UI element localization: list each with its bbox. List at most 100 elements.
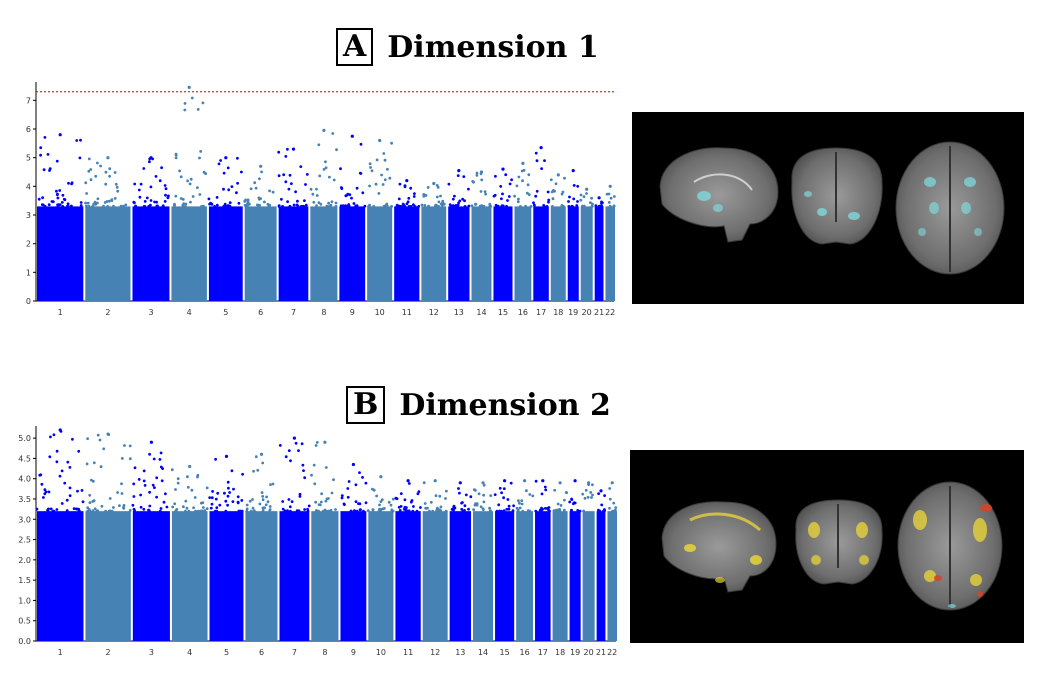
- snp-point: [388, 176, 392, 180]
- chromosome-21-points: [596, 489, 606, 641]
- snp-point: [46, 509, 50, 513]
- snp-point: [164, 187, 168, 191]
- snp-point: [56, 204, 60, 208]
- snp-point: [334, 205, 338, 208]
- snp-point: [93, 200, 97, 204]
- snp-point: [139, 505, 143, 509]
- snp-point: [277, 205, 281, 208]
- snp-point: [382, 507, 386, 510]
- snp-point: [296, 199, 299, 203]
- snp-point: [439, 509, 442, 513]
- chromosome-19-points: [567, 169, 580, 301]
- snp-point: [389, 503, 393, 507]
- snp-point: [113, 197, 117, 200]
- chromosome-label: 11: [402, 308, 412, 317]
- snp-point: [86, 201, 90, 205]
- snp-point: [222, 171, 226, 175]
- snp-point: [540, 506, 543, 510]
- peak-point: [187, 85, 191, 89]
- snp-point: [148, 160, 151, 164]
- snp-point: [244, 198, 248, 202]
- snp-point: [570, 497, 573, 501]
- snp-point: [372, 488, 376, 492]
- snp-point: [302, 469, 305, 472]
- snp-point: [544, 488, 548, 492]
- peak-point: [405, 179, 409, 183]
- snp-point: [245, 507, 249, 511]
- chromosome-5-points: [207, 156, 243, 301]
- snp-point: [283, 509, 287, 513]
- snp-point: [158, 458, 162, 461]
- snp-point: [298, 492, 302, 496]
- snp-point: [444, 497, 447, 500]
- peak-point: [501, 167, 505, 171]
- snp-point: [315, 204, 318, 207]
- snp-point: [413, 192, 416, 195]
- snp-point: [160, 479, 164, 483]
- snp-point: [159, 465, 163, 469]
- snp-point: [266, 202, 270, 206]
- chromosome-band: [85, 511, 131, 641]
- snp-point: [91, 500, 95, 503]
- snp-point: [213, 205, 217, 208]
- snp-point: [112, 204, 115, 208]
- snp-point: [551, 205, 554, 208]
- snp-point: [280, 197, 283, 201]
- snp-point: [591, 483, 594, 487]
- snp-point: [603, 509, 606, 513]
- snp-point: [96, 161, 99, 165]
- snp-point: [264, 503, 268, 507]
- chromosome-15-points: [493, 479, 515, 641]
- chromosome-19-points: [568, 479, 582, 641]
- y-tick-label: 5.0: [18, 434, 31, 443]
- snp-point: [132, 507, 136, 511]
- panel-a-letter: A: [336, 28, 374, 66]
- snp-point: [76, 489, 79, 493]
- peak-point: [351, 462, 355, 467]
- manhattan-svg-b: 0.00.51.01.52.02.53.03.54.04.55.01 2 3 4 5 6 7…: [18, 426, 617, 657]
- snp-point: [540, 167, 543, 170]
- snp-point: [207, 197, 211, 201]
- snp-point: [160, 166, 164, 170]
- y-tick-label: 6: [26, 125, 31, 134]
- snp-point: [314, 444, 318, 447]
- snp-point: [354, 500, 358, 503]
- snp-point: [470, 204, 474, 208]
- snp-point: [87, 157, 91, 161]
- snp-point: [102, 447, 106, 451]
- snp-point: [260, 491, 264, 494]
- snp-point: [188, 182, 192, 186]
- snp-point: [533, 203, 536, 207]
- snp-point: [377, 192, 381, 195]
- snp-point: [327, 497, 330, 500]
- snp-point: [295, 509, 299, 512]
- snp-point: [439, 194, 442, 198]
- y-tick-label: 2.5: [18, 536, 31, 545]
- snp-point: [61, 193, 65, 197]
- snp-point: [451, 197, 455, 201]
- snp-point: [68, 494, 72, 497]
- snp-point: [175, 508, 179, 511]
- snp-point: [147, 508, 150, 512]
- snp-point: [398, 509, 402, 512]
- peak-point: [58, 133, 62, 137]
- snp-point: [320, 492, 323, 496]
- snp-point: [608, 506, 611, 510]
- snp-point: [137, 478, 141, 481]
- snp-point: [70, 182, 73, 186]
- chromosome-band: [209, 511, 244, 641]
- snp-point: [159, 451, 163, 455]
- y-tick-label: 1.0: [18, 596, 31, 605]
- snp-point: [60, 502, 64, 505]
- snp-point: [359, 142, 363, 146]
- snp-point: [413, 205, 417, 208]
- snp-point: [305, 173, 309, 176]
- snp-point: [315, 441, 319, 444]
- snp-point: [80, 489, 84, 492]
- snp-point: [458, 491, 461, 495]
- snp-point: [241, 472, 245, 476]
- snp-point: [224, 509, 228, 513]
- panel-b-letter: B: [346, 386, 386, 424]
- snp-point: [42, 496, 45, 499]
- manhattan-plot-a: 0 1 2 3 4 5 6 7 1 2 3 4 5 6 7 8 9 10 11 12 13 14 15 16 17 18 19 20 2…: [0, 78, 625, 327]
